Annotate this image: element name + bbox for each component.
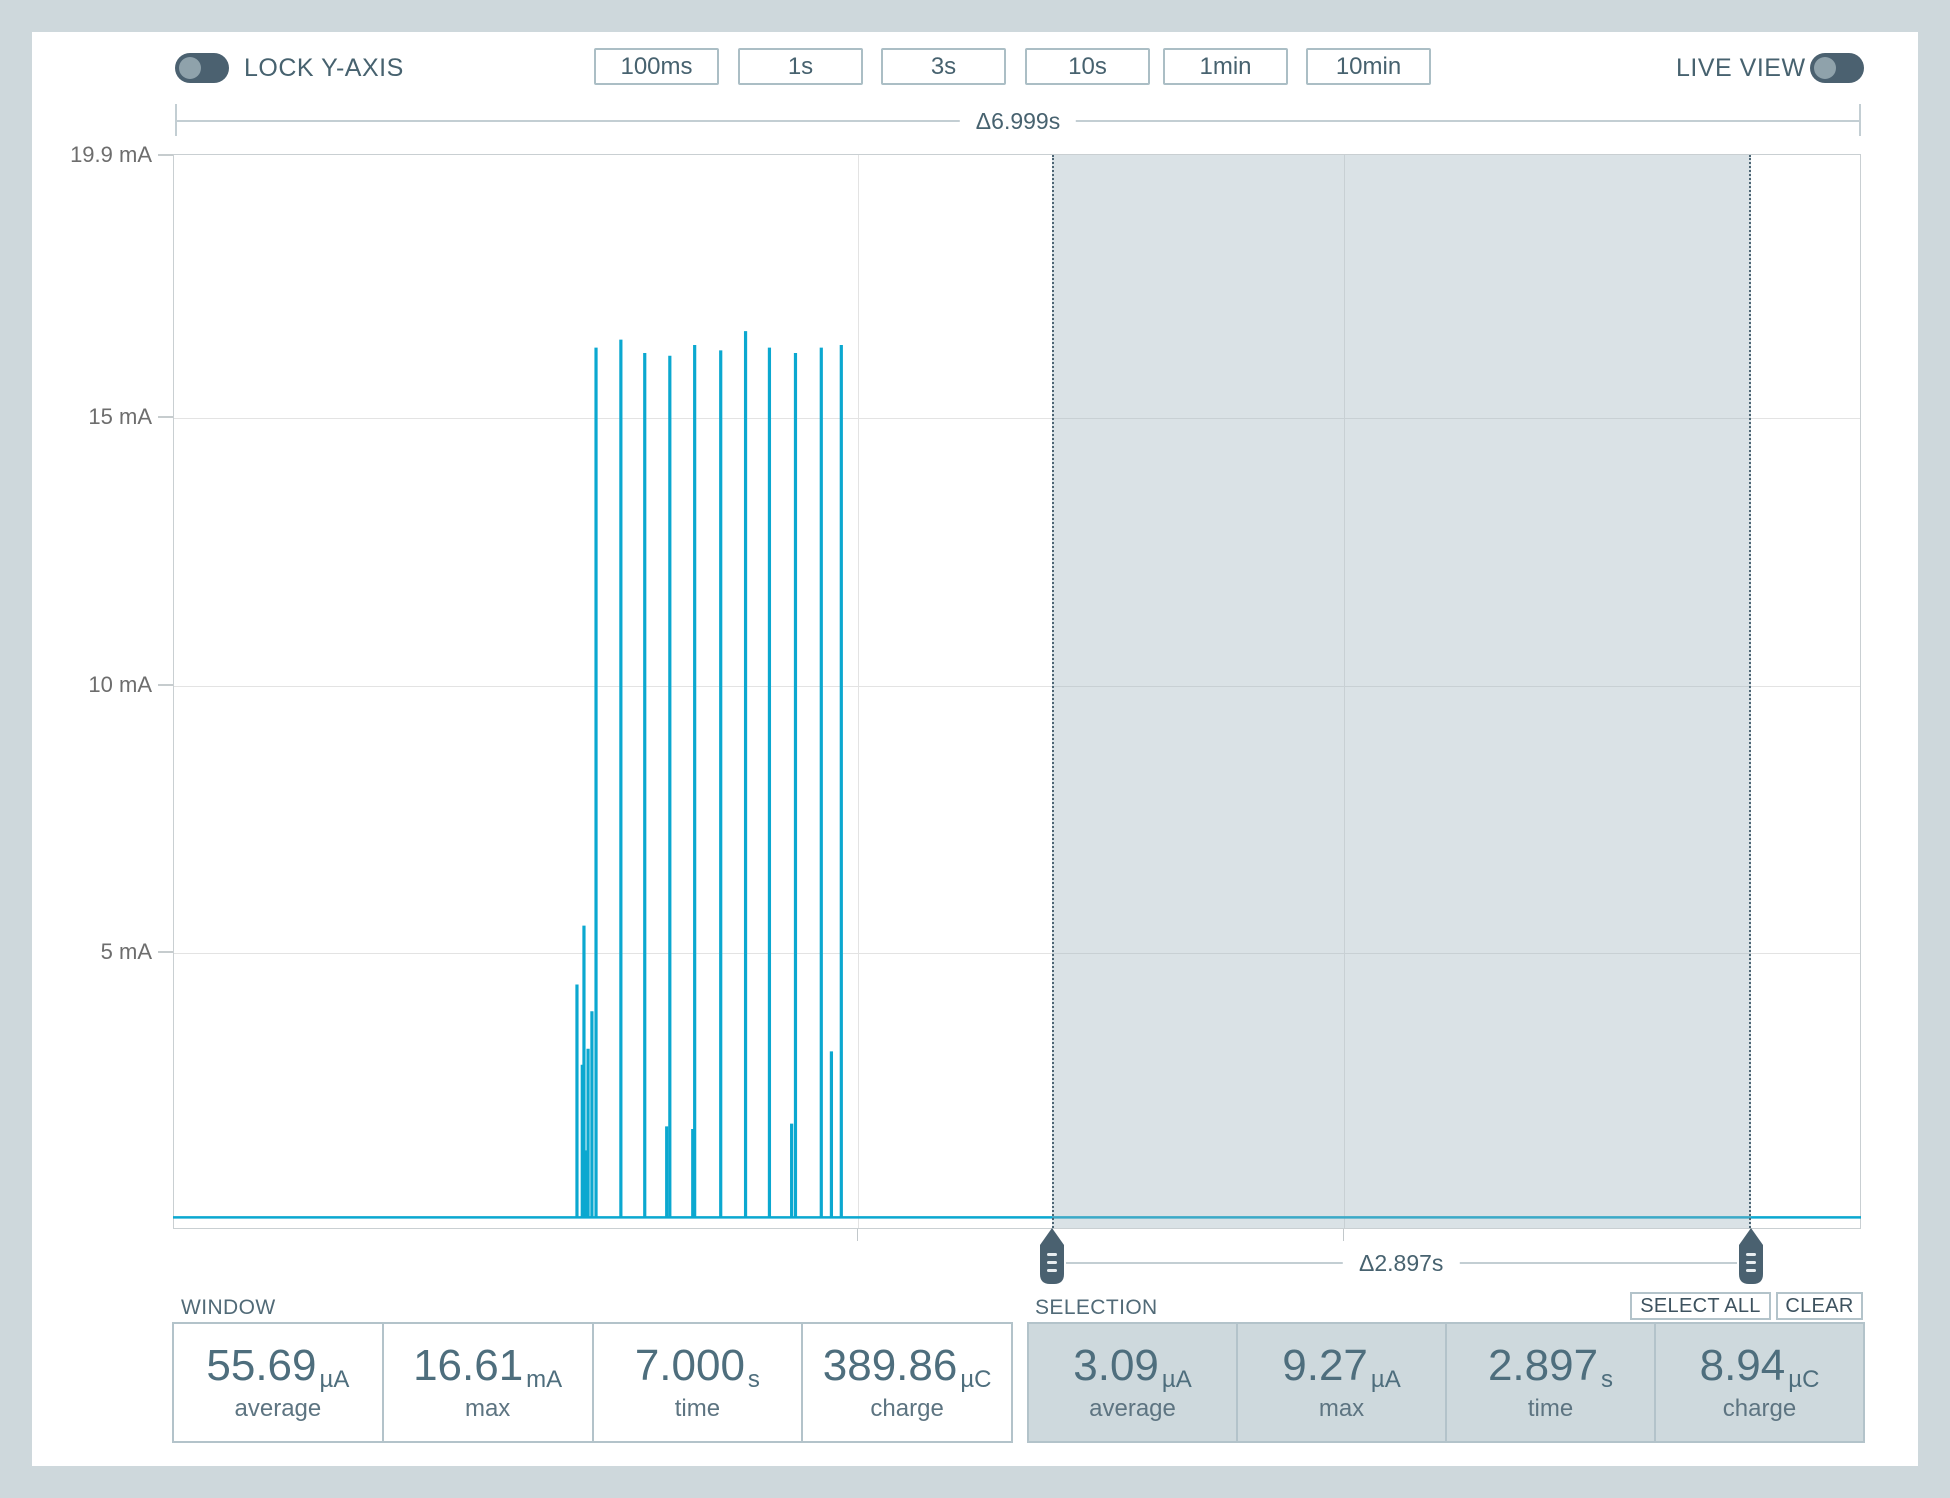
chart-plot-area[interactable] [173, 154, 1861, 1229]
live-view-toggle[interactable] [1810, 53, 1864, 83]
window-stat-time: 7.000 s time [591, 1324, 802, 1441]
stat-unit: µC [960, 1366, 992, 1393]
selection-panel-title: SELECTION [1035, 1296, 1158, 1319]
stat-label: time [1527, 1395, 1574, 1422]
y-tick-mark [158, 683, 173, 686]
x-axis-tick-2 [1342, 1229, 1344, 1241]
stat-unit: s [747, 1366, 760, 1393]
gridline-10ma [174, 685, 1860, 687]
y-axis-label-19-9ma: 19.9 mA [70, 142, 152, 167]
select-all-button[interactable]: SELECT ALL [1630, 1292, 1771, 1320]
stat-unit: µA [1370, 1366, 1401, 1393]
stat-label: charge [870, 1395, 944, 1422]
stat-unit: s [1601, 1366, 1614, 1393]
selection-region[interactable] [1051, 155, 1751, 1228]
window-panel-title: WINDOW [181, 1296, 276, 1319]
y-axis-label-15ma: 15 mA [88, 404, 152, 430]
window-stat-max: 16.61 mA max [381, 1324, 592, 1441]
stat-label: max [1318, 1395, 1365, 1422]
stat-label: max [464, 1395, 511, 1422]
clear-button[interactable]: CLEAR [1776, 1292, 1863, 1320]
x-axis-tick-1 [856, 1229, 858, 1241]
window-stat-charge: 389.86 µC charge [801, 1324, 1011, 1441]
window-duration-left-tick [175, 104, 177, 136]
timespan-button-100ms[interactable]: 100ms [594, 48, 719, 85]
stat-unit: µA [319, 1366, 350, 1393]
stat-label: charge [1722, 1395, 1797, 1422]
stat-value: 9.27 [1282, 1341, 1368, 1390]
stat-value: 55.69 [206, 1341, 317, 1390]
lock-y-axis-toggle[interactable] [175, 53, 229, 83]
toggle-knob [1814, 57, 1836, 79]
stat-value: 8.94 [1699, 1341, 1786, 1390]
window-stats-box: 55.69 µA average 16.61 mA max 7.000 s time … [172, 1322, 1013, 1443]
y-axis-label-5ma: 5 mA [100, 939, 152, 965]
stat-value: 16.61 [413, 1341, 524, 1390]
stat-unit: µC [1788, 1366, 1820, 1393]
timespan-button-10min[interactable]: 10min [1306, 48, 1431, 85]
stat-value: 389.86 [822, 1341, 958, 1390]
lock-y-axis-label: LOCK Y-AXIS [244, 54, 404, 82]
y-tick-mark [158, 951, 173, 954]
stat-value: 3.09 [1073, 1341, 1159, 1390]
y-tick-mark [158, 416, 173, 419]
stat-unit: µA [1161, 1366, 1192, 1393]
toggle-knob [179, 57, 201, 79]
stat-label: average [234, 1395, 322, 1422]
window-duration-label: Δ6.999s [959, 106, 1077, 136]
window-stat-average: 55.69 µA average [174, 1324, 382, 1441]
selection-stats-box: 3.09 µA average 9.27 µA max 2.897 s time 8.… [1027, 1322, 1865, 1443]
window-duration-right-tick [1859, 104, 1861, 136]
y-tick-mark [158, 154, 173, 156]
gridline-vertical-1 [857, 155, 859, 1228]
selection-stat-average: 3.09 µA average [1029, 1324, 1236, 1441]
selection-stat-max: 9.27 µA max [1236, 1324, 1445, 1441]
timespan-button-1s[interactable]: 1s [738, 48, 863, 85]
gridline-vertical-2 [1343, 155, 1345, 1228]
stat-unit: mA [526, 1366, 563, 1393]
gridline-5ma [174, 953, 1860, 955]
stat-value: 7.000 [634, 1341, 745, 1390]
stat-label: time [674, 1395, 721, 1422]
selection-stat-charge: 8.94 µC charge [1654, 1324, 1863, 1441]
selection-duration-label: Δ2.897s [1342, 1248, 1460, 1278]
stat-value: 2.897 [1487, 1341, 1599, 1390]
selection-end-handle[interactable] [1738, 1228, 1763, 1284]
stat-label: average [1089, 1395, 1176, 1422]
selection-stat-time: 2.897 s time [1445, 1324, 1654, 1441]
selection-start-handle[interactable] [1039, 1228, 1064, 1284]
y-axis-label-10ma: 10 mA [88, 671, 152, 697]
current-waveform [173, 331, 1861, 1219]
timespan-button-10s[interactable]: 10s [1025, 48, 1150, 85]
live-view-label: LIVE VIEW [1676, 54, 1806, 82]
timespan-button-1min[interactable]: 1min [1163, 48, 1288, 85]
gridline-15ma [174, 418, 1860, 420]
timespan-button-3s[interactable]: 3s [881, 48, 1006, 85]
